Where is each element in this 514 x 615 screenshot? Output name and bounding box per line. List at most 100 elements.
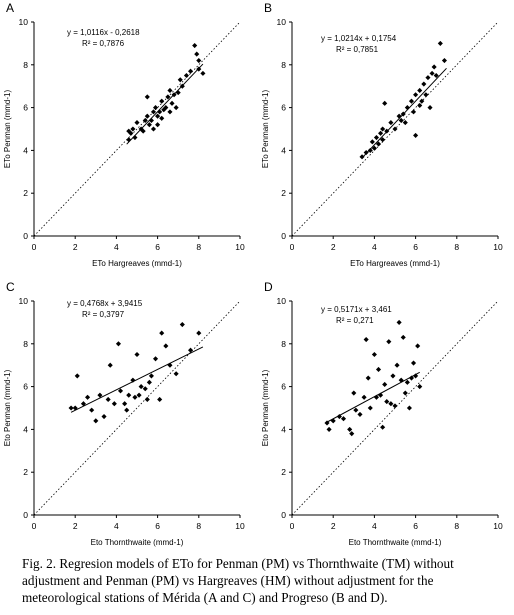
data-point [353,407,359,413]
data-point [177,77,183,83]
y-tick-label: 8 [23,339,28,349]
data-point [115,341,122,347]
data-point [437,40,443,46]
data-point [169,100,175,106]
y-tick-label: 6 [23,103,28,113]
y-tick-label: 10 [19,17,29,27]
data-point [132,394,138,400]
y-tick-label: 10 [277,17,287,27]
data-point [188,347,194,353]
y-axis-title: ETo Penman (mmd-1) [261,90,270,169]
x-axis-title: Eto Thornthwaite (mmd-1) [91,538,184,547]
data-point [421,81,427,87]
data-point [167,87,173,94]
data-point [431,64,437,70]
data-point [410,109,417,115]
x-tick-label: 0 [32,521,37,531]
x-tick-label: 6 [155,521,160,531]
data-point [396,319,402,325]
data-point [363,336,369,343]
data-point [138,384,144,390]
data-point [423,92,429,98]
panel-label: B [264,1,272,15]
regression-equation: y = 1,0214x + 0,1754 [321,34,397,43]
data-point [340,416,347,422]
x-tick-label: 8 [454,242,459,252]
regression-equation: y = 0,5171x + 3,461 [321,305,392,314]
x-tick-label: 6 [155,242,160,252]
data-point [152,356,159,362]
regression-equation: y = 1,0116x - 0,2618 [67,28,140,37]
r-squared: R² = 0,3797 [82,310,125,319]
data-point [159,330,165,336]
data-point [155,113,161,119]
y-tick-label: 4 [23,424,28,434]
x-tick-label: 4 [114,521,119,531]
y-tick-label: 0 [281,231,286,241]
data-point [196,57,202,64]
data-point [351,390,357,396]
data-point [188,68,194,74]
data-point [392,403,398,409]
x-tick-label: 4 [372,242,377,252]
data-point [89,407,95,413]
x-tick-label: 2 [331,521,336,531]
identity-line [291,300,499,516]
data-point [392,126,398,132]
data-point [150,126,157,132]
data-point [413,132,419,138]
data-point [111,401,117,407]
data-point [101,414,107,420]
data-point [85,394,91,400]
data-point [425,75,431,81]
data-point [163,105,169,111]
y-axis-title: ETo Penman (mmd-1) [3,90,12,169]
data-point [159,98,165,104]
data-point [378,130,384,136]
data-point [157,396,163,402]
panel-label: C [6,280,15,294]
x-tick-label: 0 [290,242,295,252]
data-point [159,115,165,121]
data-point [349,431,355,437]
data-point [142,386,148,392]
data-point [367,405,373,411]
data-point [128,130,134,136]
y-tick-label: 8 [23,60,28,70]
data-point [400,334,406,340]
data-point [361,394,367,400]
y-tick-label: 4 [23,145,28,155]
y-tick-label: 2 [23,188,28,198]
data-point [163,343,169,349]
regression-line [361,67,447,159]
x-tick-label: 6 [413,242,418,252]
y-tick-label: 10 [277,296,287,306]
data-point [144,94,150,100]
y-tick-label: 6 [281,382,286,392]
y-tick-label: 2 [281,188,286,198]
data-point [165,94,171,100]
data-point [394,362,400,368]
data-point [155,122,161,128]
r-squared: R² = 0,7876 [82,39,125,48]
data-point [196,330,202,336]
data-point [179,321,185,328]
x-tick-label: 0 [32,242,37,252]
data-point [144,396,150,402]
panel-label: D [264,280,273,294]
data-point [134,120,140,126]
y-tick-label: 8 [281,60,286,70]
identity-line [291,21,499,237]
data-point [415,343,421,349]
data-point [441,57,447,64]
data-point [388,401,394,407]
data-point [375,366,382,373]
data-point [93,418,99,424]
x-tick-label: 0 [290,521,295,531]
y-tick-label: 4 [281,424,286,434]
y-tick-label: 0 [23,231,28,241]
data-point [130,126,136,132]
x-axis-title: ETo Hargreaves (mmd-1) [350,259,440,268]
x-tick-label: 8 [196,242,201,252]
data-point [417,384,423,390]
